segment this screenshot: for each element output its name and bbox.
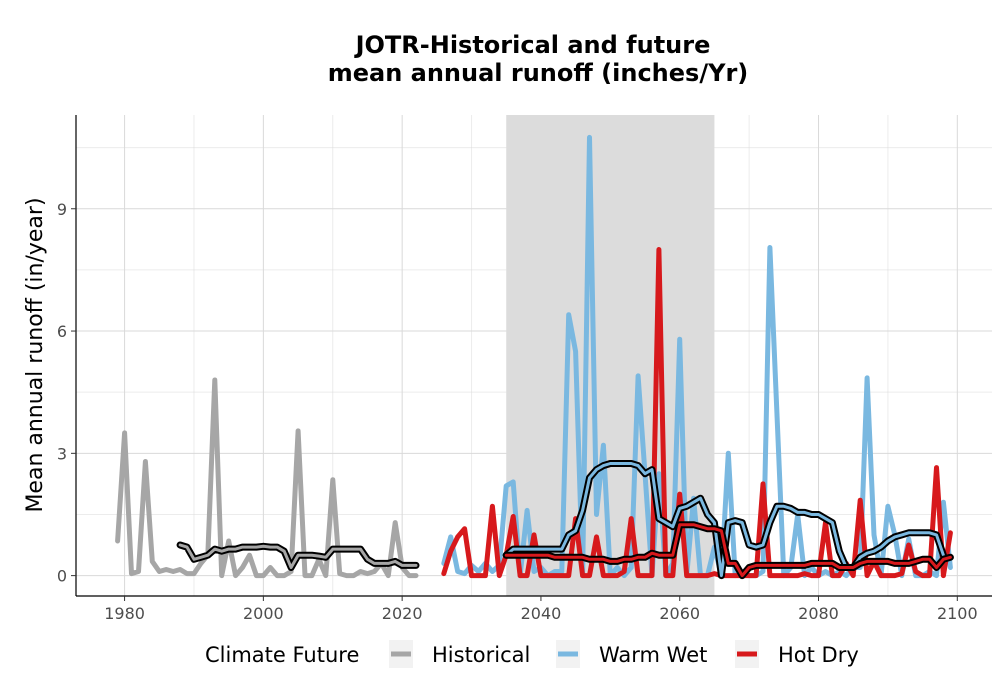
legend: Climate Future Historical Warm Wet Hot Dry xyxy=(205,640,859,668)
rolling-mean-hot-dry xyxy=(504,523,952,578)
x-tick-label: 1980 xyxy=(104,604,145,623)
series-line-warm-wet xyxy=(441,134,953,579)
chart-title-line2: mean annual runoff (inches/Yr) xyxy=(328,59,749,87)
chart-title-line1: JOTR-Historical and future xyxy=(354,31,711,59)
plot-area: 1980 2000 2020 2040 2060 2080 2100 0 3 6 9 xyxy=(57,115,992,623)
rolling-mean-historical xyxy=(178,543,418,569)
x-tick-label: 2000 xyxy=(243,604,284,623)
legend-label-warm-wet: Warm Wet xyxy=(599,643,707,667)
series-line-historical xyxy=(115,377,419,579)
x-tick-label: 2100 xyxy=(937,604,978,623)
y-tick-label: 0 xyxy=(57,567,67,586)
y-tick-label: 3 xyxy=(57,444,67,463)
legend-label-hot-dry: Hot Dry xyxy=(778,643,859,667)
y-axis-label: Mean annual runoff (in/year) xyxy=(23,197,48,512)
x-tick-label: 2020 xyxy=(382,604,423,623)
y-tick-label: 9 xyxy=(57,200,67,219)
y-tick-label: 6 xyxy=(57,322,67,341)
x-tick-label: 2080 xyxy=(798,604,839,623)
x-tick-label: 2040 xyxy=(521,604,562,623)
x-tick-label: 2060 xyxy=(659,604,700,623)
legend-label-historical: Historical xyxy=(432,643,530,667)
legend-title: Climate Future xyxy=(205,643,359,667)
